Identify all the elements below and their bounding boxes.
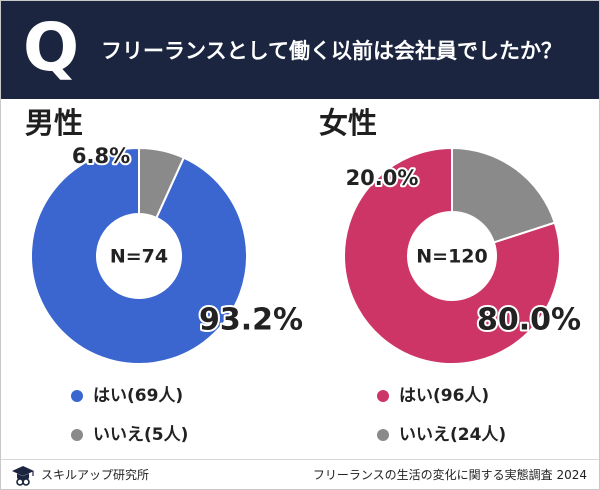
female-title: 女性 [319,106,378,140]
data-label-yes-halo: 80.0% [477,303,581,338]
legend-yes-dot [377,390,389,402]
legend-yes-dot [71,390,83,402]
sample-size-label: N=74 [110,246,168,268]
data-label-no: 20.0% [346,166,419,190]
female-panel: 女性 N=120 80.0% 80.0% 20.0% 20.0% はい(96人) いいえ… [299,99,599,459]
survey-source: フリーランスの生活の変化に関する実態調査 2024 [312,468,587,482]
question-text: フリーランスとして働く以前は会社員でしたか？ [101,39,562,63]
footer: スキルアップ研究所 フリーランスの生活の変化に関する実態調査 2024 [1,459,599,489]
q-mark-icon: Q [22,9,80,86]
donut-hole [408,212,496,300]
sample-size-label: N=120 [416,246,487,268]
brand: スキルアップ研究所 [11,463,149,487]
brand-name: スキルアップ研究所 [41,468,150,482]
male-legend-no: いいえ(5人) [71,422,188,448]
data-label-yes-halo: 93.2% [199,303,303,338]
male-panel: 男性 N=74 93.2% 93.2% 6.8% 6.8% はい(69人) いいえ(5人… [1,99,305,459]
data-label-yes: 80.0% [477,303,581,338]
female-legend-no: いいえ(24人) [377,422,506,448]
data-label-no-halo: 6.8% [72,144,130,168]
legend-no-dot [71,429,83,441]
graduation-cap-icon [12,465,34,486]
male-title: 男性 [25,106,84,140]
question-header: Q フリーランスとして働く以前は会社員でしたか？ [1,1,599,99]
data-label-yes: 93.2% [199,303,303,338]
legend-no-label: いいえ(24人) [399,425,507,445]
donut-hole [97,214,181,298]
male-legend-yes: はい(69人) [71,383,183,409]
legend-no-label: いいえ(5人) [93,425,189,445]
legend-no-dot [377,429,389,441]
legend-yes-label: はい(69人) [93,386,184,406]
data-label-no: 6.8% [72,144,130,168]
legend-yes-label: はい(96人) [399,386,490,406]
female-legend-yes: はい(96人) [377,383,489,409]
data-label-no-halo: 20.0% [346,166,419,190]
